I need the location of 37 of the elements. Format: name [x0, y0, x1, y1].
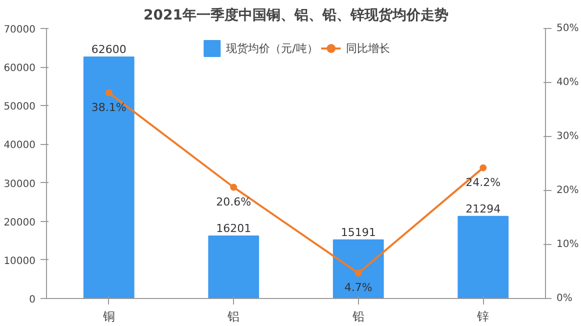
point [480, 164, 487, 172]
y-tick-label: 30000 [4, 178, 36, 190]
point [105, 89, 112, 96]
data-label: 24.2% [466, 176, 501, 189]
bar [208, 236, 260, 298]
x-tick-label: 铜 [102, 310, 115, 324]
legend-label: 同比增长 [346, 40, 390, 56]
bar [332, 239, 384, 298]
x-tick-label: 铅 [351, 310, 364, 324]
x-tick-label: 锌 [476, 310, 490, 324]
y-tick-label: 10000 [4, 256, 36, 267]
y-tick-label: 0 [29, 294, 36, 306]
data-label: 4.7% [344, 281, 372, 294]
data-label: 16201 [216, 222, 252, 236]
x-tick-label: 铝 [226, 310, 240, 324]
data-label: 20.6% [216, 195, 252, 208]
y2-tick-label: 50% [556, 23, 579, 34]
data-label: 38.1% [91, 100, 126, 114]
y-tick-label: 70000 [4, 24, 36, 36]
bar [83, 56, 134, 298]
y-tick-label: 50000 [4, 102, 36, 113]
y2-tick-label: 30% [556, 131, 579, 142]
data-label: 15191 [340, 226, 376, 239]
data-label: 62600 [91, 43, 126, 56]
y-tick-label: 40000 [4, 140, 36, 152]
point [230, 184, 238, 191]
legend-label: 现货均价（元/吨） [226, 40, 318, 56]
bar [458, 216, 509, 298]
y2-tick-label: 0% [556, 293, 572, 304]
y-tick-label: 20000 [4, 217, 36, 228]
y2-tick-label: 20% [556, 185, 579, 196]
y2-tick-label: 10% [556, 239, 579, 250]
y2-tick-label: 40% [556, 77, 579, 88]
chart-title: 2021年一季度中国铜、铝、铅、锌现货均价走势 [144, 6, 448, 24]
data-label: 21294 [466, 202, 501, 216]
point [354, 270, 362, 277]
y-tick-label: 60000 [4, 63, 36, 74]
